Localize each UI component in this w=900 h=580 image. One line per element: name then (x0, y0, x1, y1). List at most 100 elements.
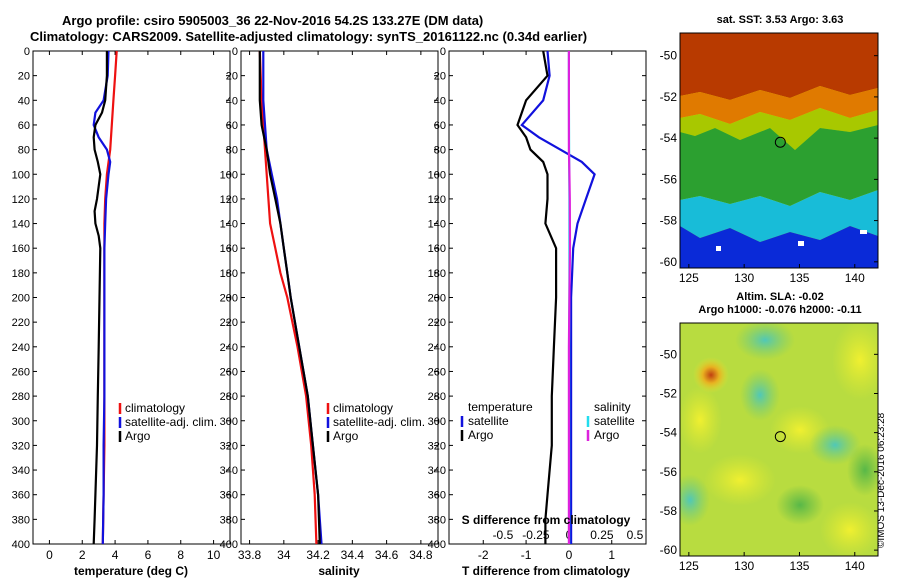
sst-ice-patch (716, 246, 721, 251)
sst-ice-patch (860, 230, 867, 234)
s-tick-label: -0.25 (522, 528, 550, 542)
diff-ytick-label: 140 (428, 219, 446, 231)
map-xtick-label: 135 (789, 559, 809, 573)
map-ytick-label: -50 (660, 347, 678, 361)
sal-xtick-label: 34.8 (409, 548, 433, 562)
map-xtick-label: 125 (679, 559, 699, 573)
temp-ytick-label: 80 (18, 145, 30, 157)
sal-ytick-label: 180 (220, 268, 238, 280)
diff-ytick-label: 220 (428, 317, 446, 329)
map-xtick-label: 140 (845, 559, 865, 573)
sal-xtick-label: 34.2 (306, 548, 330, 562)
s-difference-label: S difference from climatology (462, 513, 631, 527)
sal-xtick-label: 34 (277, 548, 291, 562)
diff-ytick-label: 180 (428, 268, 446, 280)
sal-ytick-label: 160 (220, 243, 238, 255)
legend-label: climatology (333, 401, 393, 415)
sal-ytick-label: 40 (226, 95, 238, 107)
temp-xtick-label: 10 (207, 548, 221, 562)
diff-ytick-label: 280 (428, 391, 446, 403)
sst-map-title: sat. SST: 3.53 Argo: 3.63 (716, 14, 844, 26)
diff-ytick-label: 400 (428, 539, 446, 551)
diff-xtick-label: -1 (521, 548, 532, 562)
series-line-climatology (258, 50, 318, 545)
temp-xtick-label: 4 (112, 548, 119, 562)
sal-ytick-label: 0 (232, 46, 238, 58)
map-ytick-label: -60 (660, 543, 678, 557)
temp-ytick-label: 0 (24, 46, 30, 58)
temp-ytick-label: 320 (12, 440, 30, 452)
diff-ytick-label: 80 (434, 145, 446, 157)
sal-ytick-label: 80 (226, 145, 238, 157)
map-ytick-label: -60 (660, 255, 678, 269)
map-ytick-label: -58 (660, 214, 678, 228)
map-xtick-label: 135 (789, 271, 809, 285)
map-ytick-label: -58 (660, 504, 678, 518)
series-line-t-satellite (520, 50, 596, 544)
temp-xtick-label: 0 (46, 548, 53, 562)
diff-ytick-label: 260 (428, 366, 446, 378)
diff-xtick-label: 0 (566, 548, 573, 562)
sla-low-anomaly (680, 474, 710, 526)
diff-ytick-label: 160 (428, 243, 446, 255)
sla-high-anomaly (832, 323, 878, 400)
sal-ytick-label: 320 (220, 440, 238, 452)
difference-axes-frame (448, 50, 647, 545)
sla-low-anomaly (776, 485, 824, 525)
sst-warm-band (680, 33, 878, 100)
t-difference-xlabel: T difference from climatology (462, 564, 630, 578)
legend-label: Argo (125, 429, 151, 443)
diff-ytick-label: 0 (440, 46, 446, 58)
legend-label: Argo (468, 428, 494, 442)
sal-ytick-label: 340 (220, 465, 238, 477)
temp-ytick-label: 220 (12, 317, 30, 329)
diff-ytick-label: 380 (428, 514, 446, 526)
s-tick-label: -0.5 (493, 528, 514, 542)
sst-ice-patch (798, 241, 804, 246)
map-ytick-label: -50 (660, 49, 678, 63)
sal-xtick-label: 33.8 (238, 548, 262, 562)
diff-ytick-label: 320 (428, 440, 446, 452)
map-ytick-label: -56 (660, 465, 678, 479)
sal-ytick-label: 200 (220, 293, 238, 305)
temp-ytick-label: 200 (12, 293, 30, 305)
series-line-s-argo (567, 51, 572, 544)
map-ytick-label: -52 (660, 386, 678, 400)
map-xtick-label: 130 (734, 559, 754, 573)
temp-ytick-label: 300 (12, 416, 30, 428)
salinity-xlabel: salinity (318, 564, 360, 578)
map-ytick-label: -52 (660, 90, 678, 104)
argo-location-marker (774, 431, 786, 443)
legend-label: satellite-adj. clim. (333, 415, 425, 429)
map-ytick-label: -54 (660, 426, 678, 440)
sal-ytick-label: 20 (226, 71, 238, 83)
sal-ytick-label: 120 (220, 194, 238, 206)
sal-xtick-label: 34.6 (375, 548, 399, 562)
diff-ytick-label: 40 (434, 95, 446, 107)
diff-ytick-label: 360 (428, 490, 446, 502)
map-xtick-label: 140 (845, 271, 865, 285)
sla-map-title: Altim. SLA: -0.02 (736, 291, 824, 303)
diff-ytick-label: 60 (434, 120, 446, 132)
diff-ytick-label: 300 (428, 416, 446, 428)
sla-low-anomaly (847, 444, 878, 496)
temp-ytick-label: 280 (12, 391, 30, 403)
diff-ytick-label: 20 (434, 71, 446, 83)
sal-ytick-label: 400 (220, 539, 238, 551)
diff-ytick-label: 240 (428, 342, 446, 354)
legend-label: climatology (125, 401, 185, 415)
diff-ytick-label: 120 (428, 194, 446, 206)
temp-ytick-label: 380 (12, 514, 30, 526)
legend-title-salinity: salinity (594, 400, 631, 414)
temperature-axes-frame (32, 50, 231, 545)
temp-xtick-label: 6 (145, 548, 152, 562)
diff-ytick-label: 200 (428, 293, 446, 305)
temp-ytick-label: 260 (12, 366, 30, 378)
temp-ytick-label: 400 (12, 539, 30, 551)
sla-high-anomaly (704, 454, 776, 506)
temp-ytick-label: 20 (18, 71, 30, 83)
sst-blue-band (680, 226, 878, 268)
diff-xtick-label: 1 (608, 548, 615, 562)
sal-xtick-label: 34.4 (341, 548, 365, 562)
